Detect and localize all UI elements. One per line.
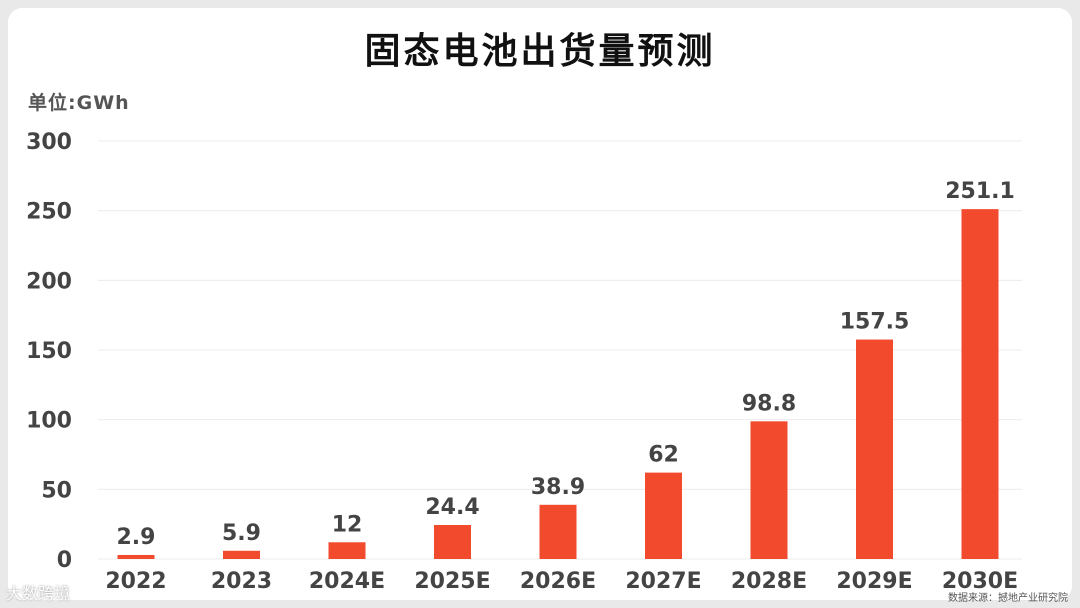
bar	[117, 554, 155, 559]
data-label: 2.9	[117, 525, 156, 550]
source-note: 数据来源：撼地产业研究院	[948, 593, 1068, 604]
x-tick-label: 2022	[105, 569, 166, 594]
bars	[117, 209, 999, 559]
bar	[223, 550, 260, 559]
x-tick-label: 2029E	[836, 569, 912, 594]
data-labels: 2.9 5.9 12 24.4 38.9 62 98.8 157.5 251.1	[117, 179, 1015, 550]
data-label: 24.4	[425, 495, 479, 520]
data-label: 62	[648, 443, 679, 468]
x-tick-label: 2028E	[731, 569, 807, 594]
y-tick-label: 0	[57, 548, 72, 573]
brand-watermark: 大数跨境	[6, 584, 71, 603]
y-tick-label: 50	[41, 478, 72, 503]
x-tick-label: 2025E	[414, 569, 490, 594]
y-tick-label: 250	[26, 200, 72, 225]
data-label: 157.5	[840, 310, 910, 335]
y-tick-label: 300	[26, 130, 72, 155]
bar	[539, 504, 577, 559]
bar	[434, 525, 471, 559]
bar	[961, 209, 999, 559]
x-tick-label: 2030E	[942, 569, 1018, 594]
x-tick-label: 2026E	[520, 569, 596, 594]
data-label: 38.9	[531, 475, 585, 500]
bar	[645, 472, 682, 559]
data-label: 5.9	[222, 521, 261, 546]
y-tick-label: 100	[26, 409, 72, 434]
x-tick-label: 2023	[211, 569, 272, 594]
x-tick-label: 2027E	[625, 569, 701, 594]
y-tick-label: 150	[26, 339, 72, 364]
bar	[856, 339, 893, 559]
data-label: 98.8	[742, 391, 796, 416]
chart-card	[8, 8, 1072, 600]
x-tick-label: 2024E	[309, 569, 385, 594]
data-label: 251.1	[945, 179, 1015, 204]
y-tick-label: 200	[26, 269, 72, 294]
chart-title: 固态电池出货量预测	[364, 31, 716, 72]
x-axis: 2022 2023 2024E 2025E 2026E 2027E 2028E 2029E 20…	[105, 569, 1018, 594]
unit-label: 单位:GWh	[28, 92, 130, 114]
y-axis: 0 50 100 150 200 250 300	[26, 130, 72, 573]
bar	[328, 542, 366, 559]
bar	[750, 421, 788, 559]
data-label: 12	[332, 512, 363, 537]
